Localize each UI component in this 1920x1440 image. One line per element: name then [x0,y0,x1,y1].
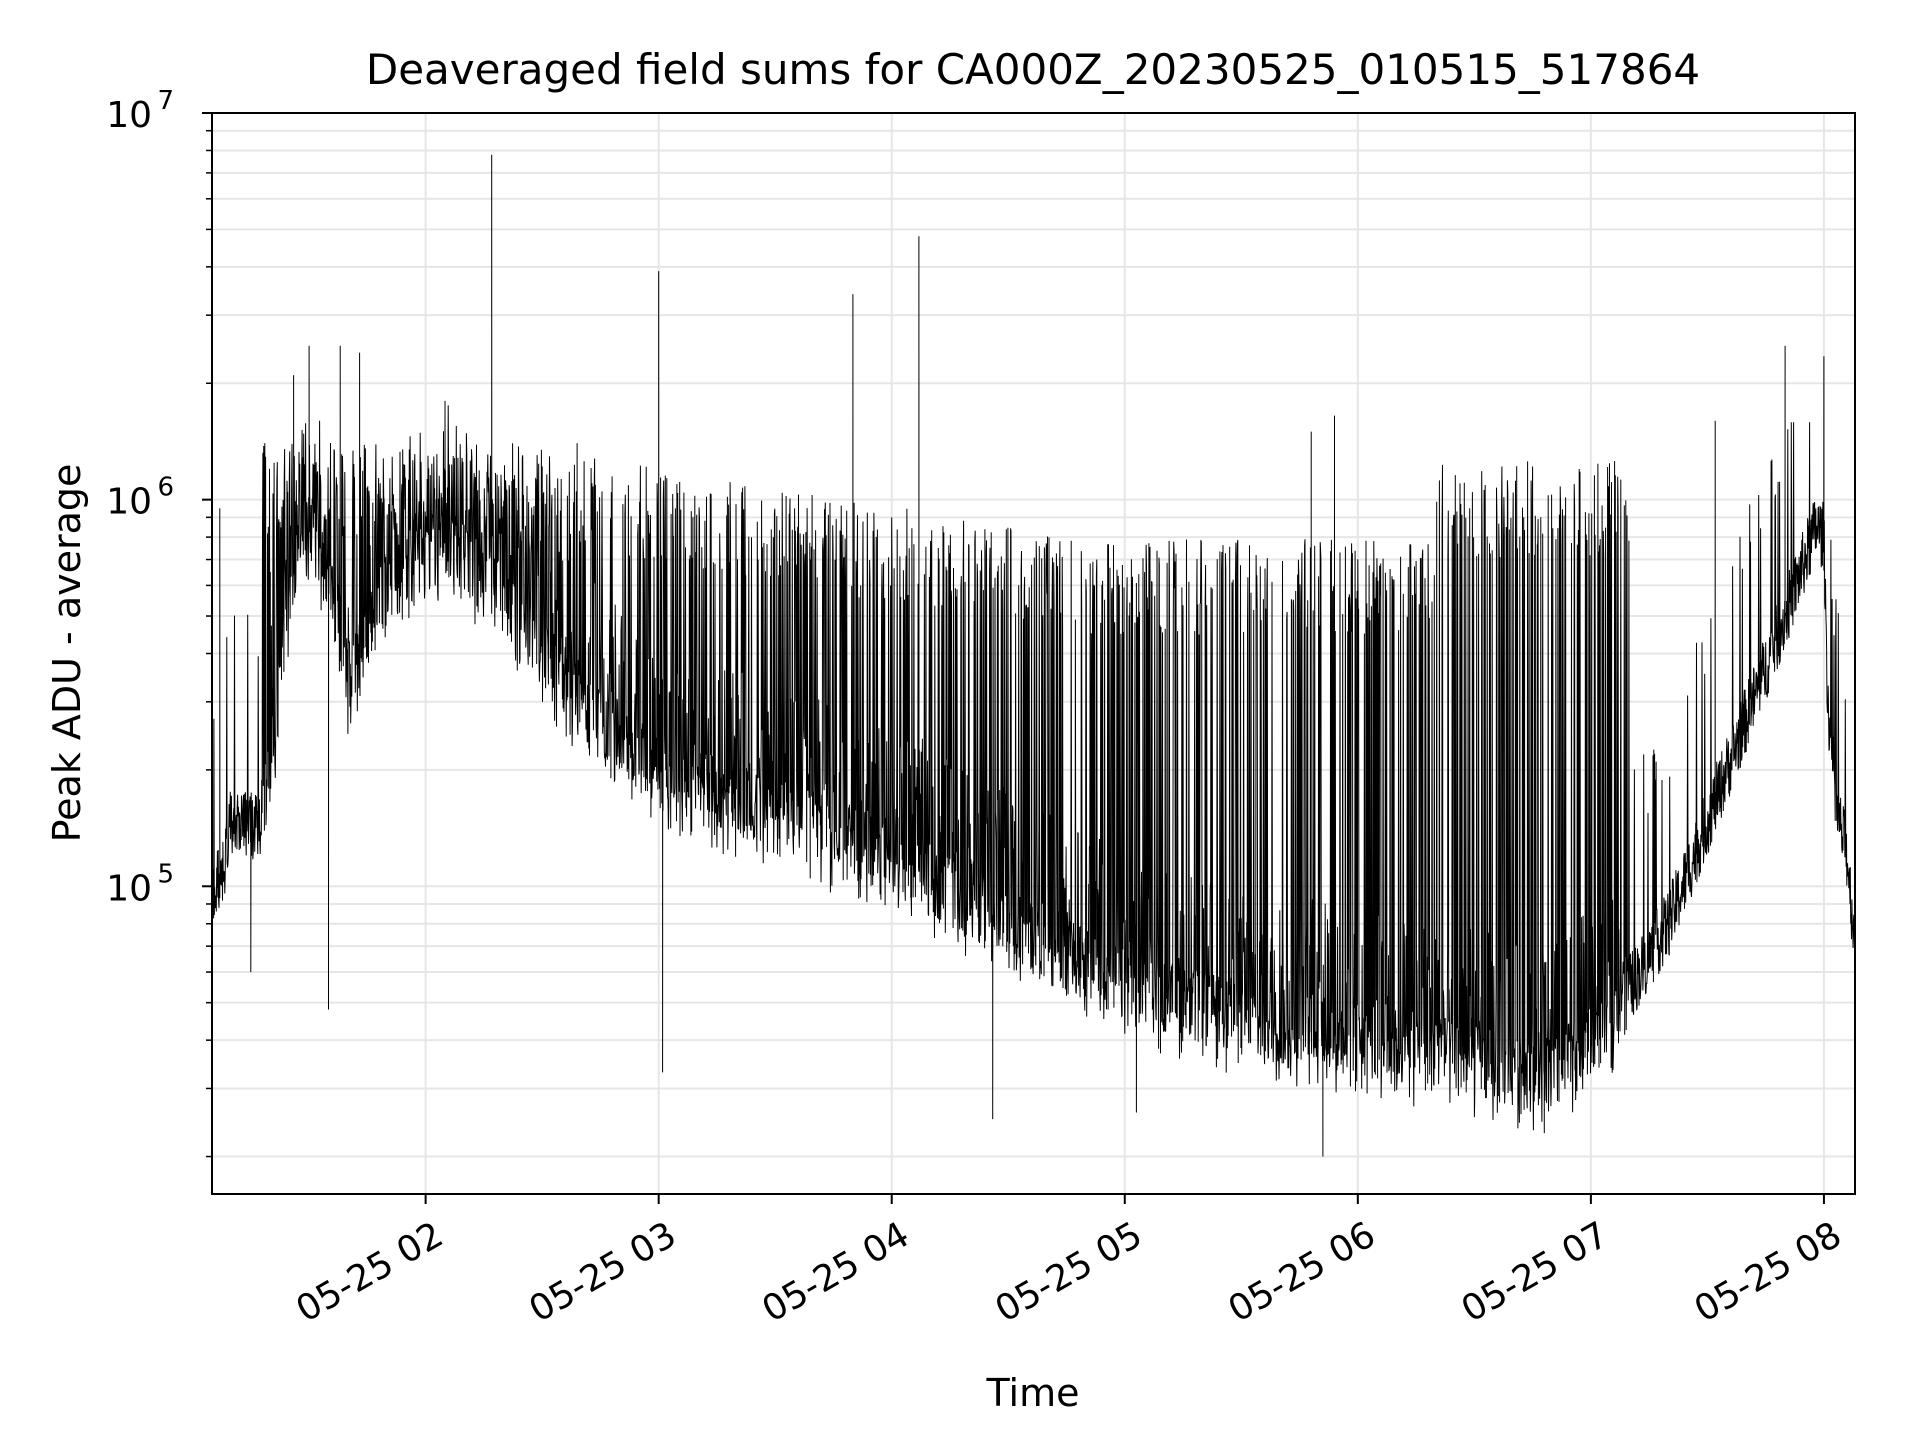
chart-title: Deaveraged field sums for CA000Z_2023052… [366,45,1700,94]
y-axis-label: Peak ADU - average [45,464,89,843]
series-line [212,154,1855,1157]
grid [212,112,1855,1194]
y-tick-label: 10 6 [106,473,174,523]
y-tick-label: 10 5 [106,859,174,909]
y-tick-label: 10 7 [106,86,174,136]
x-axis-label: Time [986,1371,1080,1415]
